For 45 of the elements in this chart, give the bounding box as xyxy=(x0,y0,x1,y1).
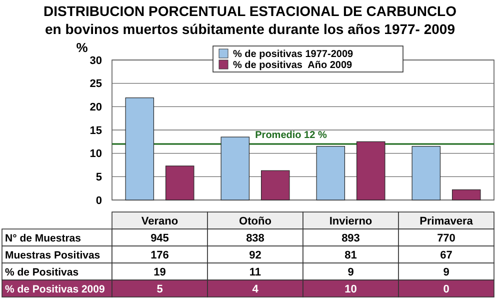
text: 176 xyxy=(150,250,169,262)
text: 4 xyxy=(252,284,260,296)
y-tick-label: 20 xyxy=(90,102,102,114)
text: 9 xyxy=(348,266,354,278)
text: 67 xyxy=(440,250,452,262)
x-tick-label: Verano xyxy=(141,216,178,228)
bar xyxy=(260,170,290,200)
x-tick-label: Invierno xyxy=(329,216,372,228)
y-tick-label: 30 xyxy=(90,54,102,67)
y-tick-label: 25 xyxy=(90,78,102,90)
bar xyxy=(220,136,250,200)
bar xyxy=(316,146,346,200)
y-tick-label: 5 xyxy=(96,172,102,184)
bar xyxy=(356,141,386,200)
text: 81 xyxy=(344,250,357,262)
text: 770 xyxy=(437,232,456,244)
legend-label: % de positivas 1977-2009 xyxy=(233,49,354,60)
chart-title: DISTRIBUCION PORCENTUAL ESTACIONAL DE CARBUNCLO xyxy=(43,3,457,19)
text: 19 xyxy=(154,266,166,278)
text: 838 xyxy=(246,232,264,244)
x-tick-label: Primavera xyxy=(420,216,474,228)
bar xyxy=(125,98,154,200)
bar xyxy=(412,146,441,200)
y-tick-label: 15 xyxy=(90,124,102,137)
ref-line-label: Promedio 12 % xyxy=(255,130,327,141)
y-axis-title: % xyxy=(76,40,88,55)
text: N° de Muestras xyxy=(5,232,82,244)
text: 10 xyxy=(344,284,357,296)
text: 0 xyxy=(443,284,450,296)
text: 92 xyxy=(249,250,262,262)
text: 945 xyxy=(150,232,169,244)
bar xyxy=(165,166,194,200)
text: % de Positivas 2009 xyxy=(5,284,105,296)
text: 11 xyxy=(249,266,262,278)
y-tick-label: 10 xyxy=(90,148,102,160)
text: 893 xyxy=(342,232,360,244)
text: 5 xyxy=(156,284,163,296)
y-tick-label: 0 xyxy=(96,194,102,207)
bar xyxy=(452,189,481,200)
chart-subtitle: en bovinos muertos súbitamente durante los años 1977- 2009 xyxy=(44,21,456,37)
text: % de Positivas xyxy=(5,266,79,278)
text: 9 xyxy=(443,266,450,278)
x-tick-label: Otoño xyxy=(239,216,272,228)
legend-label: % de positivas Año 2009 xyxy=(233,60,353,71)
text: Muestras Positivas xyxy=(5,250,100,262)
